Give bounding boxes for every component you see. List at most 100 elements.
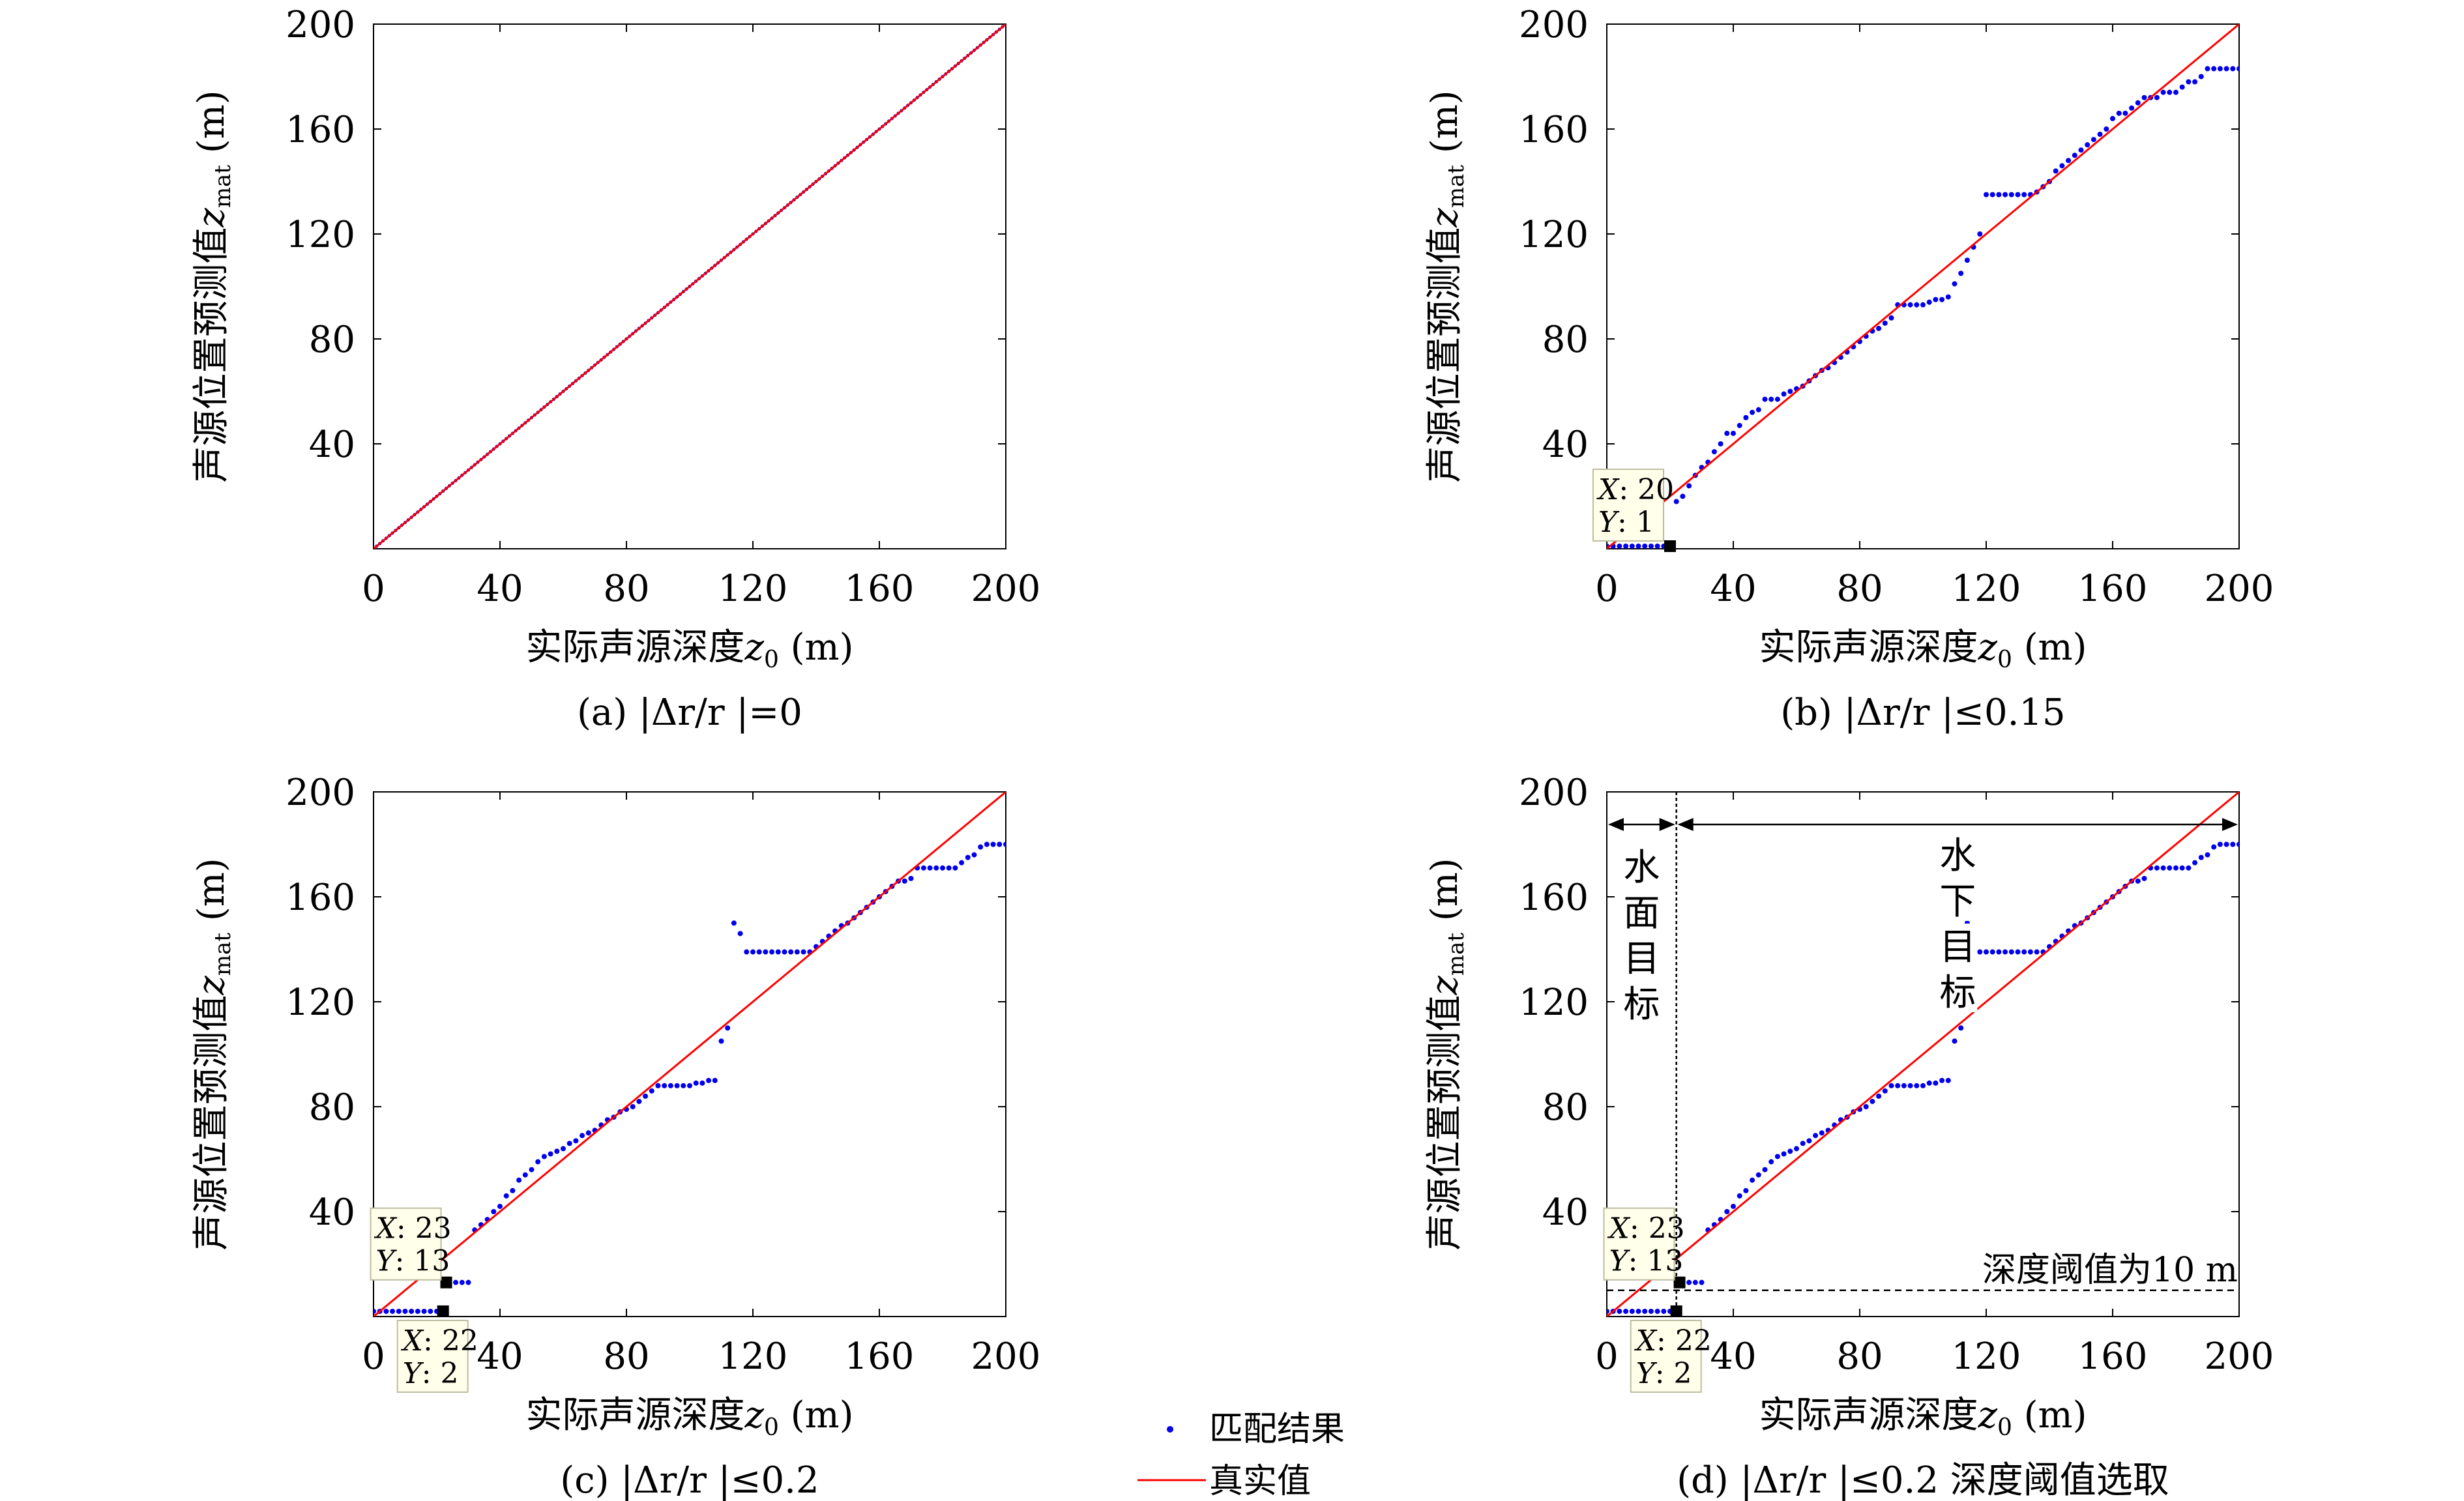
match-point <box>1781 1151 1787 1157</box>
match-point <box>1901 1083 1907 1088</box>
datatip-y-value: 2 <box>1674 1357 1692 1390</box>
underwater-label-bg <box>1938 878 1978 921</box>
match-point <box>1989 192 1995 197</box>
match-point <box>522 1172 528 1178</box>
datatip-marker <box>1670 1305 1682 1317</box>
x-axis-label-unit: (m) <box>2012 626 2087 669</box>
y-tick-label: 40 <box>309 1191 355 1234</box>
truth-line <box>1607 24 2239 549</box>
match-point <box>788 949 794 955</box>
match-point <box>1768 396 1774 402</box>
match-point <box>782 949 787 955</box>
datatip-box <box>1630 1319 1702 1393</box>
match-point <box>2034 949 2040 955</box>
match-point <box>2198 854 2204 860</box>
match-point <box>1819 1130 1825 1136</box>
datatip-x-colon: : <box>1619 473 1637 506</box>
x-axis-label: 实际声源深度z0 (m) <box>1759 626 2087 673</box>
y-axis-label: 声源位置预测值zmat (m) <box>190 858 236 1250</box>
y-axis-label-text: 声源位置预测值 <box>190 227 233 483</box>
truth-line <box>1607 792 2239 1317</box>
datatip-box <box>1603 1207 1675 1281</box>
y-axis-label-sub: mat <box>210 165 236 209</box>
y-tick-label: 40 <box>1542 424 1589 466</box>
y-tick-label: 120 <box>1519 214 1589 256</box>
match-point <box>1920 1083 1926 1088</box>
match-point <box>1914 1083 1920 1088</box>
match-point <box>2217 841 2223 847</box>
match-point <box>2179 865 2185 871</box>
datatip-x-key: X <box>401 1324 424 1358</box>
match-point <box>933 865 939 871</box>
datatip-y-colon: : <box>395 1245 414 1278</box>
match-point <box>409 1308 415 1314</box>
match-point <box>491 1209 497 1214</box>
x-tick-label: 0 <box>362 568 385 610</box>
match-point <box>1933 1080 1939 1086</box>
x-tick-label: 120 <box>1952 568 2021 610</box>
match-point <box>662 1083 667 1088</box>
match-point <box>1774 1154 1780 1159</box>
match-point <box>1623 543 1629 549</box>
match-point <box>1711 449 1717 455</box>
match-point <box>566 1141 572 1146</box>
match-point <box>997 841 1003 847</box>
plot-area <box>1607 24 2239 549</box>
surface-label-char: 目 <box>1623 938 1660 980</box>
match-point <box>2167 89 2173 95</box>
match-point <box>2021 949 2027 955</box>
datatip-y-line: Y: 13 <box>376 1245 450 1278</box>
match-point <box>1939 1077 1945 1083</box>
match-point <box>1762 396 1768 402</box>
match-point <box>706 1077 712 1083</box>
x-axis-label-sub: 0 <box>1997 647 2012 673</box>
plot-frame <box>373 791 1006 1317</box>
datatip-marker <box>1664 540 1676 552</box>
datatip-x-value: 23 <box>415 1212 452 1246</box>
x-axis-label: 实际声源深度z0 (m) <box>525 626 853 673</box>
underwater-label-char: 标 <box>1939 972 1976 1014</box>
match-point <box>699 1080 705 1086</box>
match-point <box>2008 949 2014 955</box>
match-point <box>1958 270 1964 276</box>
y-tick-label: 120 <box>1519 982 1589 1024</box>
x-tick-label: 120 <box>718 1335 788 1378</box>
match-point <box>1750 1177 1755 1183</box>
match-point <box>1895 1083 1901 1088</box>
match-point <box>2053 168 2059 174</box>
match-point <box>965 854 971 860</box>
match-point <box>756 949 762 955</box>
match-point <box>630 1104 636 1109</box>
y-axis-label-var: z <box>1424 208 1466 228</box>
y-axis-label-text: 声源位置预测值 <box>190 995 233 1251</box>
x-tick-label: 160 <box>2078 568 2148 610</box>
match-point <box>1996 192 2002 197</box>
datatip-box <box>396 1319 469 1393</box>
legend: 匹配结果 真实值 <box>1137 1410 1345 1501</box>
panel-caption: (c) |Δr/r |≤0.2 <box>560 1459 819 1501</box>
match-point <box>1642 543 1648 549</box>
match-point <box>1635 543 1641 549</box>
match-point <box>2027 949 2033 955</box>
match-point <box>1888 1083 1894 1088</box>
match-point <box>978 844 984 850</box>
match-point <box>1939 297 1945 302</box>
x-tick-label: 40 <box>1710 568 1756 610</box>
match-point <box>2179 84 2185 90</box>
match-point <box>1882 1088 1888 1094</box>
match-point <box>2167 865 2173 871</box>
match-point <box>902 878 907 884</box>
match-point <box>2015 949 2021 955</box>
match-point <box>1699 1279 1705 1285</box>
match-point <box>1920 302 1926 308</box>
y-axis-label: 声源位置预测值zmat (m) <box>1424 858 1469 1250</box>
match-point <box>1737 1193 1742 1199</box>
match-point <box>2135 100 2141 106</box>
datatip-x-colon: : <box>1630 1212 1649 1246</box>
match-point <box>750 949 755 955</box>
match-point <box>2141 875 2147 881</box>
match-point <box>940 865 945 871</box>
datatip-x-line: X: 22 <box>401 1324 478 1358</box>
